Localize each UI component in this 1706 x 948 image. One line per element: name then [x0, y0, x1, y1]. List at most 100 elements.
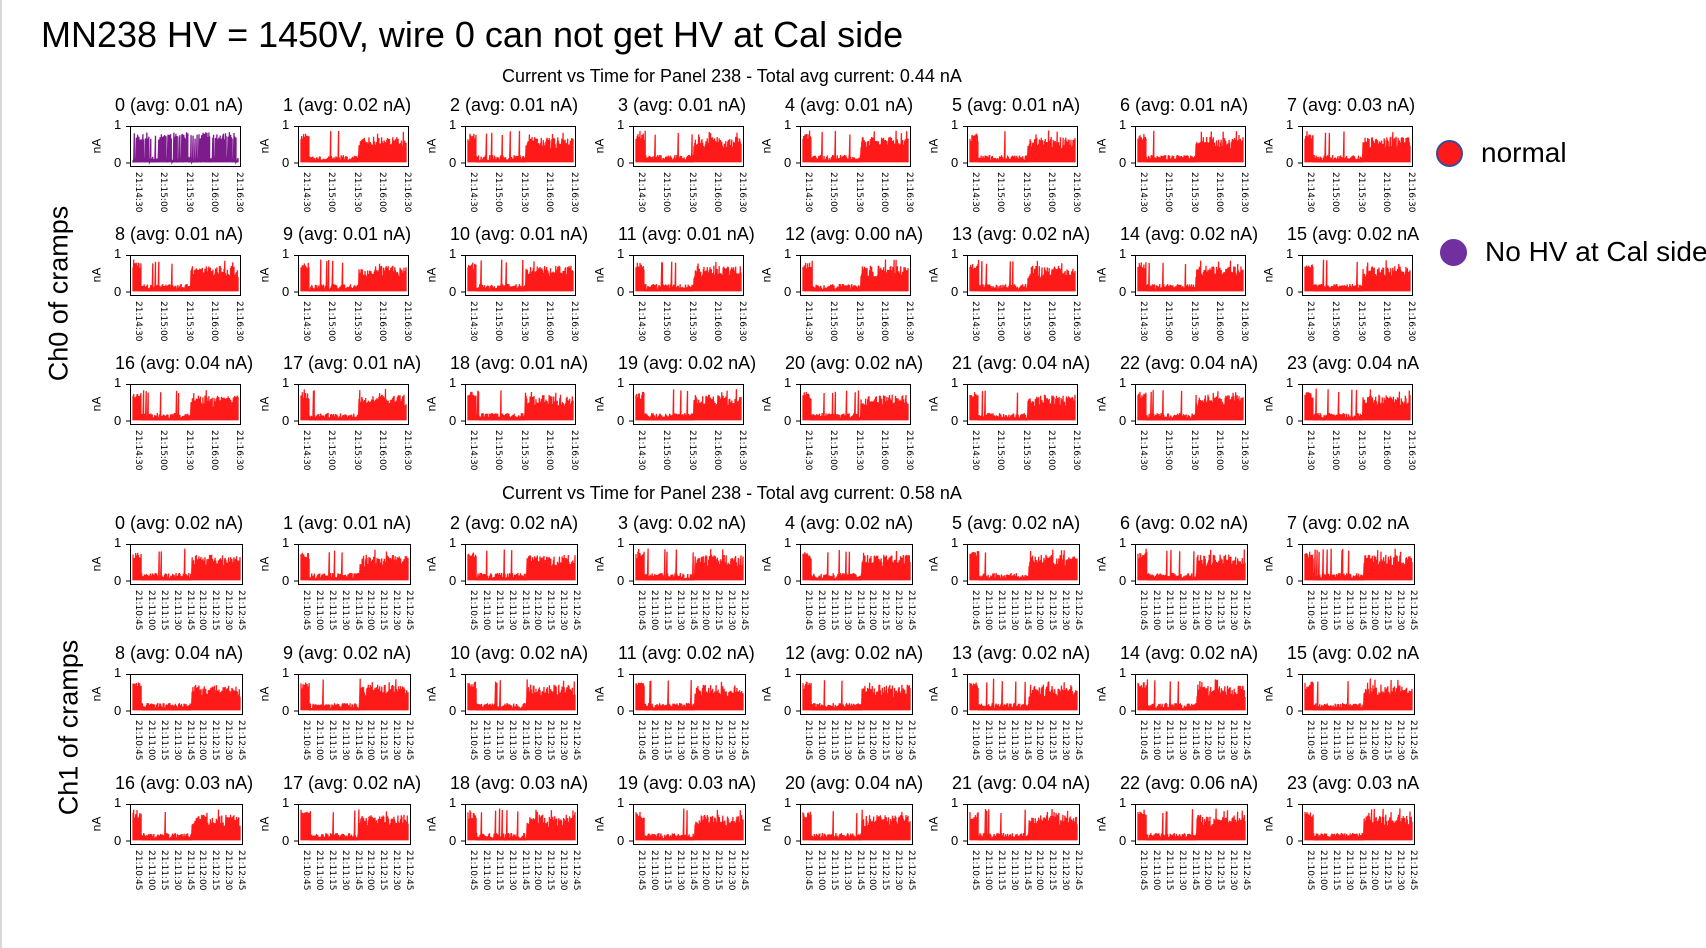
y-tick-label: 0	[1119, 413, 1126, 428]
y-axis-label: nA	[257, 138, 271, 153]
series-line	[468, 809, 575, 841]
y-tick-label: 1	[617, 795, 624, 810]
y-axis-label: nA	[89, 267, 103, 282]
x-tick-label: 21:12:45	[571, 590, 581, 630]
x-tick-label: 21:15:00	[493, 301, 503, 341]
subplot-title: 21 (avg: 0.04 nA)	[952, 353, 1090, 374]
subplot-wire-1	[298, 544, 411, 585]
x-tick-label: 21:12:45	[1408, 850, 1418, 890]
x-tick-label: 21:11:30	[172, 590, 182, 630]
x-tick-label: 21:15:30	[854, 301, 864, 341]
x-tick-label: 21:15:30	[1356, 172, 1366, 212]
x-tick-label: 21:11:15	[159, 590, 169, 630]
subplot-wire-17	[298, 384, 409, 425]
subplot-title: 13 (avg: 0.02 nA)	[952, 643, 1090, 664]
x-tick-label: 21:12:00	[867, 590, 877, 630]
subplot-wire-12	[800, 674, 913, 715]
x-tick-label: 21:11:15	[996, 850, 1006, 890]
x-tick-label: 21:11:15	[327, 590, 337, 630]
y-tick-label: 1	[449, 117, 456, 132]
y-tick-label: 1	[282, 535, 289, 550]
x-tick-label: 21:14:30	[133, 301, 143, 341]
series-line	[970, 260, 1075, 292]
no-hv-dot-icon	[1440, 239, 1467, 266]
subplot-wire-13	[967, 674, 1080, 715]
x-tick-label: 21:16:30	[569, 430, 579, 470]
y-axis-label: nA	[89, 686, 103, 701]
subplot-title: 17 (avg: 0.02 nA)	[283, 773, 421, 794]
y-axis-label: nA	[592, 816, 606, 831]
x-tick-label: 21:16:30	[1406, 301, 1416, 341]
y-axis-label: nA	[89, 816, 103, 831]
y-tick-label: 0	[617, 413, 624, 428]
y-tick-label: 0	[951, 155, 958, 170]
x-tick-label: 21:10:45	[636, 590, 646, 630]
y-axis-label: nA	[1261, 267, 1275, 282]
x-tick-label: 21:12:30	[391, 590, 401, 630]
x-tick-label: 21:11:30	[675, 720, 685, 760]
x-tick-label: 21:10:45	[133, 720, 143, 760]
subplot-wire-14	[1135, 255, 1246, 296]
x-tick-label: 21:14:30	[803, 430, 813, 470]
subplot-title: 9 (avg: 0.01 nA)	[283, 224, 411, 245]
x-tick-label: 21:11:30	[1177, 850, 1187, 890]
x-tick-label: 21:11:00	[1318, 590, 1328, 630]
subplot-wire-10	[465, 255, 576, 296]
x-tick-label: 21:12:30	[223, 720, 233, 760]
x-tick-label: 21:11:15	[1164, 590, 1174, 630]
x-tick-label: 21:11:45	[1022, 720, 1032, 760]
x-tick-label: 21:12:15	[880, 590, 890, 630]
subplot-wire-7	[1302, 126, 1413, 167]
subplot-wire-10	[465, 674, 578, 715]
x-tick-label: 21:11:00	[314, 850, 324, 890]
subplot-title: 8 (avg: 0.04 nA)	[115, 643, 243, 664]
x-tick-label: 21:12:45	[906, 720, 916, 760]
x-tick-label: 21:12:15	[210, 590, 220, 630]
x-tick-label: 21:16:30	[234, 430, 244, 470]
y-axis-label: nA	[759, 556, 773, 571]
x-tick-label: 21:16:00	[712, 430, 722, 470]
series-line	[636, 680, 743, 710]
x-tick-label: 21:11:45	[353, 590, 363, 630]
y-tick-label: 1	[282, 375, 289, 390]
y-tick-label: 0	[784, 284, 791, 299]
x-tick-label: 21:12:45	[404, 590, 414, 630]
x-tick-label: 21:12:30	[1060, 590, 1070, 630]
series-line	[301, 131, 406, 162]
x-tick-label: 21:10:45	[970, 590, 980, 630]
y-tick-label: 0	[1119, 703, 1126, 718]
x-tick-label: 21:12:15	[1047, 850, 1057, 890]
subplot-title: 17 (avg: 0.01 nA)	[283, 353, 421, 374]
x-tick-label: 21:12:00	[365, 720, 375, 760]
x-tick-label: 21:12:15	[545, 850, 555, 890]
y-axis-label: nA	[1094, 267, 1108, 282]
x-tick-label: 21:11:15	[662, 720, 672, 760]
y-axis-label: nA	[1094, 138, 1108, 153]
x-tick-label: 21:16:00	[712, 301, 722, 341]
y-tick-label: 0	[1119, 284, 1126, 299]
x-tick-label: 21:12:15	[378, 850, 388, 890]
x-tick-label: 21:10:45	[301, 850, 311, 890]
x-tick-label: 21:15:00	[493, 430, 503, 470]
series-line	[1305, 679, 1412, 711]
x-tick-label: 21:16:30	[1239, 172, 1249, 212]
y-tick-label: 0	[114, 833, 121, 848]
slide-title: MN238 HV = 1450V, wire 0 can not get HV …	[41, 14, 903, 56]
x-tick-label: 21:12:30	[1395, 850, 1405, 890]
x-tick-label: 21:12:30	[726, 850, 736, 890]
x-tick-label: 21:11:45	[520, 720, 530, 760]
series-line	[133, 390, 238, 420]
subplot-wire-23	[1302, 384, 1413, 425]
x-tick-label: 21:14:30	[636, 301, 646, 341]
series-line	[1138, 809, 1245, 841]
x-tick-label: 21:12:15	[1382, 590, 1392, 630]
series-line	[133, 132, 238, 162]
x-tick-label: 21:12:30	[1060, 850, 1070, 890]
x-tick-label: 21:14:30	[1138, 172, 1148, 212]
x-tick-label: 21:16:00	[377, 301, 387, 341]
x-tick-label: 21:14:30	[803, 172, 813, 212]
y-tick-label: 1	[449, 795, 456, 810]
x-tick-label: 21:11:15	[1331, 590, 1341, 630]
x-tick-label: 21:14:30	[970, 301, 980, 341]
x-tick-label: 21:15:30	[184, 301, 194, 341]
